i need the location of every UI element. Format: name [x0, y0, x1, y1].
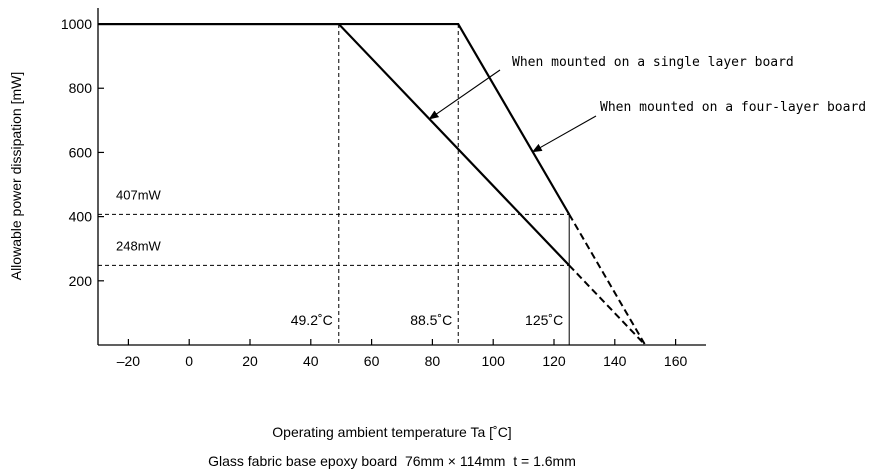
annotation-four-layer-board: When mounted on a four-layer board	[600, 100, 866, 115]
reference-label-temperature: 49.2˚C	[291, 312, 333, 328]
series-derating-extension-single-layer	[568, 264, 646, 346]
reference-label-power: 407mW	[116, 187, 162, 202]
series-line-four-layer-board	[98, 22, 571, 215]
annotation-arrow	[428, 69, 501, 120]
y-tick-label: 600	[69, 144, 93, 160]
x-tick-label: 160	[664, 353, 688, 369]
x-tick-label: 0	[185, 353, 193, 369]
reference-label-temperature: 88.5˚C	[410, 312, 452, 328]
series-derating-extension-four-layer	[568, 213, 647, 346]
reference-label-power: 248mW	[116, 238, 162, 253]
y-tick-label: 200	[69, 273, 93, 289]
reference-label-temperature: 125˚C	[525, 312, 563, 328]
x-tick-label: –20	[117, 353, 141, 369]
y-axis-label: Allowable power dissipation [mW]	[8, 72, 24, 281]
y-tick-label: 800	[69, 80, 93, 96]
board-spec-note: Glass fabric base epoxy board 76mm × 114…	[208, 453, 576, 469]
x-tick-label: 20	[242, 353, 258, 369]
series-line-single-layer-board	[98, 22, 570, 267]
x-tick-label: 80	[425, 353, 441, 369]
x-tick-label: 140	[603, 353, 627, 369]
x-axis-label: Operating ambient temperature Ta [˚C]	[272, 424, 511, 440]
x-tick-label: 60	[364, 353, 380, 369]
annotation-single-layer-board: When mounted on a single layer board	[512, 55, 794, 70]
y-tick-label: 400	[69, 209, 93, 225]
x-tick-label: 40	[303, 353, 319, 369]
x-tick-label: 100	[482, 353, 506, 369]
annotation-arrow	[531, 115, 597, 153]
x-tick-label: 120	[542, 353, 566, 369]
y-tick-label: 1000	[61, 16, 92, 32]
